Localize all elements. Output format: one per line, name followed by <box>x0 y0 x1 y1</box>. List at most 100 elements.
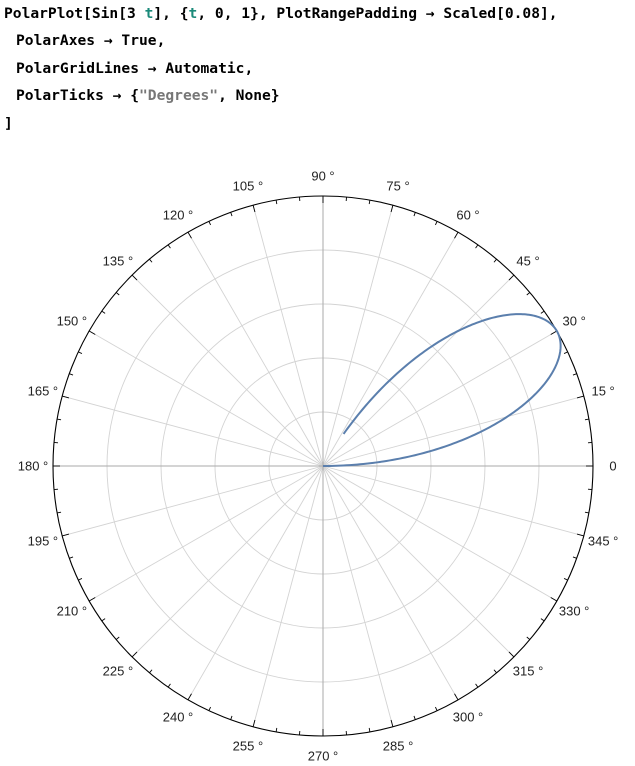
tick-mark <box>149 669 153 674</box>
tick-mark <box>550 330 558 335</box>
output-cell: 0 15 ° 30 ° 45 ° 60 ° 75 ° 90 ° 105 ° 120 ° 135 °… <box>0 150 635 766</box>
grid-spoke <box>322 465 394 727</box>
tick-mark <box>101 618 106 622</box>
tick-mark <box>390 205 394 213</box>
tick-mark <box>526 636 531 640</box>
grid-spoke <box>131 465 324 658</box>
tick-mark <box>572 556 577 559</box>
tick-mark <box>187 231 192 239</box>
tick-label: 180 ° <box>18 459 49 474</box>
tick-mark <box>368 200 371 205</box>
tick-mark <box>368 727 371 732</box>
tick-mark <box>62 533 70 537</box>
tick-mark <box>540 618 545 622</box>
grid-spoke <box>322 465 515 658</box>
code-line-3: PolarGridLines → Automatic, <box>16 59 254 77</box>
tick-mark <box>390 719 394 727</box>
tick-label: 330 ° <box>559 604 590 619</box>
tick-label: 90 ° <box>311 169 334 184</box>
tick-mark <box>149 258 153 263</box>
tick-mark <box>131 651 138 658</box>
tick-mark <box>413 715 416 720</box>
tick-mark <box>69 373 74 376</box>
tick-mark <box>475 244 479 249</box>
tick-mark <box>252 205 256 213</box>
tick-mark <box>88 330 96 335</box>
polar-plot: 0 15 ° 30 ° 45 ° 60 ° 75 ° 90 ° 105 ° 120 ° 135 °… <box>0 150 635 766</box>
tick-mark <box>275 727 278 732</box>
tick-mark <box>208 706 211 711</box>
tick-mark <box>208 221 211 226</box>
tick-mark <box>584 418 589 421</box>
grid-spoke <box>322 465 584 537</box>
grid-spoke <box>187 465 324 701</box>
grid-spoke <box>131 274 324 467</box>
code-variable: t <box>144 5 154 22</box>
grid-spoke <box>322 465 558 602</box>
tick-label: 210 ° <box>57 604 88 619</box>
grid-spoke <box>322 465 459 701</box>
tick-mark <box>131 274 138 281</box>
tick-mark <box>101 310 106 314</box>
tick-mark <box>167 244 171 249</box>
tick-label: 105 ° <box>233 178 264 193</box>
grid-spoke <box>62 465 324 537</box>
tick-label: 345 ° <box>588 534 619 549</box>
tick-mark <box>435 221 438 226</box>
tick-label: 225 ° <box>103 664 134 679</box>
code-input-cell[interactable]: PolarPlot[Sin[3 t], {t, 0, 1}, PlotRange… <box>4 0 629 137</box>
tick-mark <box>115 292 120 296</box>
tick-label: 240 ° <box>163 710 194 725</box>
grid-spoke <box>322 395 584 467</box>
tick-label: 30 ° <box>563 314 586 329</box>
tick-label: 300 ° <box>453 710 484 725</box>
tick-mark <box>563 578 568 581</box>
tick-mark <box>57 511 62 514</box>
grid-spoke <box>88 465 324 602</box>
tick-label: 45 ° <box>516 253 539 268</box>
code-text: PolarPlot[Sin[3 <box>4 5 145 22</box>
tick-mark <box>230 212 233 217</box>
polar-curve <box>322 313 562 467</box>
grid-spoke <box>322 330 558 467</box>
grid-spoke <box>322 274 515 467</box>
tick-label: 120 ° <box>163 207 194 222</box>
grid-spoke <box>322 205 394 467</box>
code-string: "Degrees" <box>139 87 219 105</box>
tick-label: 165 ° <box>28 383 59 398</box>
tick-mark <box>62 395 70 399</box>
tick-mark <box>584 511 589 514</box>
tick-label: 0 <box>609 459 616 474</box>
code-text: , 0, 1}, PlotRangePadding → Scaled[0.08]… <box>197 5 558 22</box>
tick-label: 135 ° <box>103 253 134 268</box>
code-text: , None} <box>218 87 280 105</box>
grid-spoke <box>187 231 324 467</box>
tick-label: 285 ° <box>383 739 414 754</box>
code-text: PolarTicks → { <box>16 87 140 105</box>
tick-mark <box>576 395 584 399</box>
tick-mark <box>413 212 416 217</box>
tick-mark <box>454 231 459 239</box>
tick-mark <box>454 693 459 701</box>
tick-mark <box>572 373 577 376</box>
tick-mark <box>88 597 96 602</box>
grid-spoke <box>322 231 459 467</box>
code-text: ], { <box>153 5 189 22</box>
tick-mark <box>78 351 83 354</box>
code-line-1: PolarPlot[Sin[3 t], {t, 0, 1}, PlotRange… <box>4 0 629 27</box>
tick-mark <box>435 706 438 711</box>
tick-mark <box>576 533 584 537</box>
tick-mark <box>69 556 74 559</box>
tick-mark <box>275 200 278 205</box>
tick-label: 60 ° <box>456 207 479 222</box>
code-line-2: PolarAxes → True, <box>16 32 166 50</box>
tick-mark <box>230 715 233 720</box>
tick-mark <box>187 693 192 701</box>
tick-mark <box>508 651 515 658</box>
code-variable: t <box>188 5 198 22</box>
tick-label: 255 ° <box>233 739 264 754</box>
tick-mark <box>508 274 515 281</box>
tick-mark <box>493 669 497 674</box>
polar-plot-svg: 0 15 ° 30 ° 45 ° 60 ° 75 ° 90 ° 105 ° 120 ° 135 °… <box>18 169 619 764</box>
tick-label: 195 ° <box>28 534 59 549</box>
